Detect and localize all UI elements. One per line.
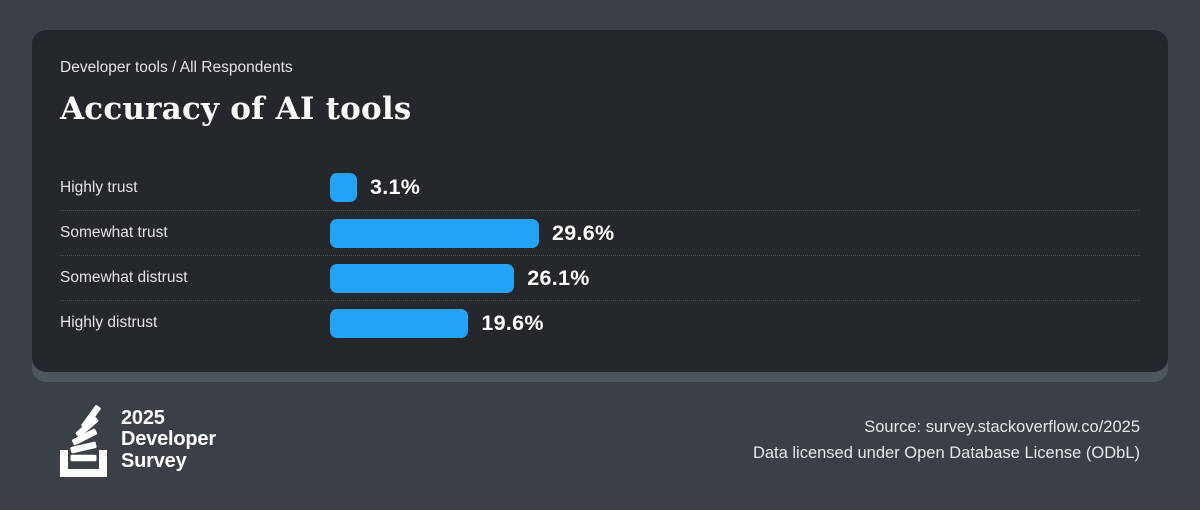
source-url-line: Source: survey.stackoverflow.co/2025 bbox=[864, 417, 1140, 436]
bar-track: 3.1% bbox=[330, 173, 1140, 202]
chart-subtitle: Developer tools / All Respondents bbox=[60, 59, 293, 76]
source-attribution: Source: survey.stackoverflow.co/2025 Dat… bbox=[753, 414, 1140, 467]
license-line: Data licensed under Open Database Licens… bbox=[752, 444, 1140, 462]
footer: 2025 Developer Survey Source: survey.sta… bbox=[60, 398, 1140, 482]
stackoverflow-logo-icon bbox=[60, 405, 107, 477]
bar-track: 19.6% bbox=[330, 308, 1140, 338]
value-label: 26.1% bbox=[527, 265, 590, 290]
bar-chart: Highly trust 3.1% Somewhat trust 29.6% S… bbox=[60, 165, 1140, 345]
brand-logo: 2025 Developer Survey bbox=[60, 403, 216, 477]
chart-row: Highly trust 3.1% bbox=[60, 165, 1140, 210]
bar bbox=[330, 263, 515, 293]
value-label: 3.1% bbox=[370, 175, 421, 199]
brand-year: 2025 bbox=[121, 406, 165, 429]
brand-line-survey: Survey bbox=[121, 449, 187, 472]
chart-row: Highly distrust 19.6% bbox=[60, 300, 1140, 345]
bar bbox=[330, 218, 539, 248]
category-label: Highly trust bbox=[60, 178, 138, 196]
chart-row: Somewhat distrust 26.1% bbox=[60, 255, 1140, 300]
bar bbox=[330, 173, 357, 202]
value-label: 19.6% bbox=[481, 310, 544, 335]
category-label: Somewhat distrust bbox=[60, 269, 188, 286]
brand-wordmark: 2025 Developer Survey bbox=[121, 406, 216, 473]
bar bbox=[330, 308, 469, 338]
bar-track: 26.1% bbox=[330, 263, 1140, 293]
chart-row: Somewhat trust 29.6% bbox=[60, 210, 1140, 255]
chart-card: Developer tools / All Respondents Accura… bbox=[32, 30, 1168, 372]
chart-title: Accuracy of AI tools bbox=[60, 91, 412, 127]
brand-line-developer: Developer bbox=[121, 428, 216, 451]
category-label: Somewhat trust bbox=[60, 224, 168, 241]
value-label: 29.6% bbox=[551, 220, 615, 245]
category-label: Highly distrust bbox=[60, 314, 158, 331]
bar-track: 29.6% bbox=[330, 218, 1140, 248]
